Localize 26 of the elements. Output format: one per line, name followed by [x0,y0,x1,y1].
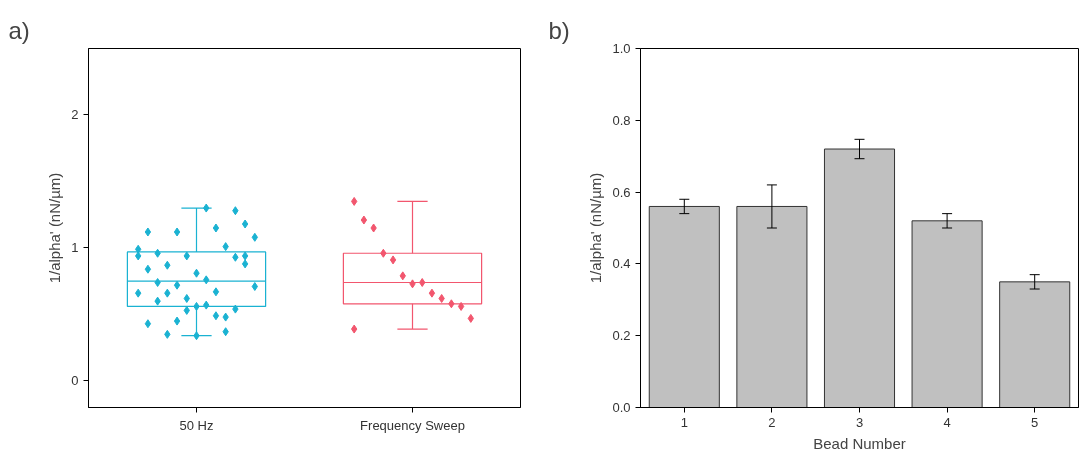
x-tick-label: 50 Hz [179,417,214,433]
y-tick-label: 1 [71,240,79,256]
y-tick-label: 0.0 [612,400,631,415]
x-tick-label: 5 [1031,414,1039,430]
bar [648,205,720,408]
y-tick-label: 2 [71,107,79,123]
y-axis-title: 1/alpha' (nN/µm) [46,172,64,284]
bar [823,148,896,408]
y-tick-label: 0.4 [612,256,631,272]
chart-title: b) [548,16,570,44]
y-tick-label: 0 [71,373,79,389]
y-tick-label: 0.6 [612,184,631,200]
chart-title: a) [8,16,30,44]
y-axis-title: 1/alpha' (nN/µm) [587,172,605,284]
x-tick-label: 3 [855,414,864,430]
y-tick-label: 0.8 [612,112,631,128]
x-tick-label: 1 [680,414,688,430]
bar [736,205,808,408]
bar [911,220,983,408]
y-tick-label: 1.0 [612,41,631,56]
y-tick-label: 0.2 [612,328,631,344]
x-axis-title: Bead Number [813,434,906,452]
x-tick-label: 2 [768,414,776,430]
x-tick-label: 4 [943,414,951,430]
x-tick-label: Frequency Sweep [360,417,465,433]
bar [999,281,1071,408]
